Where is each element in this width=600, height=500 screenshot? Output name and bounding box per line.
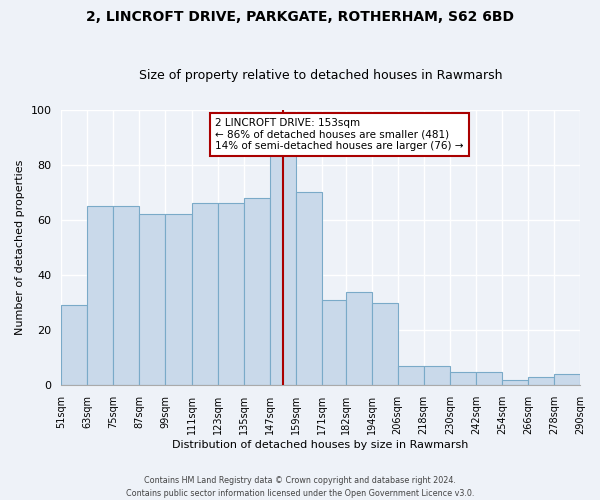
- Bar: [61, 306, 88, 386]
- Bar: [450, 372, 476, 386]
- Text: Contains HM Land Registry data © Crown copyright and database right 2024.
Contai: Contains HM Land Registry data © Crown c…: [126, 476, 474, 498]
- Bar: [322, 300, 346, 386]
- Bar: [166, 214, 191, 386]
- Y-axis label: Number of detached properties: Number of detached properties: [15, 160, 25, 335]
- Text: 2, LINCROFT DRIVE, PARKGATE, ROTHERHAM, S62 6BD: 2, LINCROFT DRIVE, PARKGATE, ROTHERHAM, …: [86, 10, 514, 24]
- Bar: [554, 374, 580, 386]
- Bar: [424, 366, 450, 386]
- Bar: [528, 377, 554, 386]
- Bar: [218, 204, 244, 386]
- Title: Size of property relative to detached houses in Rawmarsh: Size of property relative to detached ho…: [139, 69, 502, 82]
- Bar: [113, 206, 139, 386]
- Bar: [476, 372, 502, 386]
- Bar: [88, 206, 113, 386]
- Bar: [502, 380, 528, 386]
- Bar: [139, 214, 166, 386]
- Bar: [191, 204, 218, 386]
- Bar: [346, 292, 371, 386]
- Bar: [371, 302, 398, 386]
- Text: 2 LINCROFT DRIVE: 153sqm
← 86% of detached houses are smaller (481)
14% of semi-: 2 LINCROFT DRIVE: 153sqm ← 86% of detach…: [215, 118, 464, 151]
- Bar: [398, 366, 424, 386]
- Bar: [269, 154, 296, 386]
- Bar: [296, 192, 322, 386]
- Bar: [244, 198, 269, 386]
- X-axis label: Distribution of detached houses by size in Rawmarsh: Distribution of detached houses by size …: [172, 440, 469, 450]
